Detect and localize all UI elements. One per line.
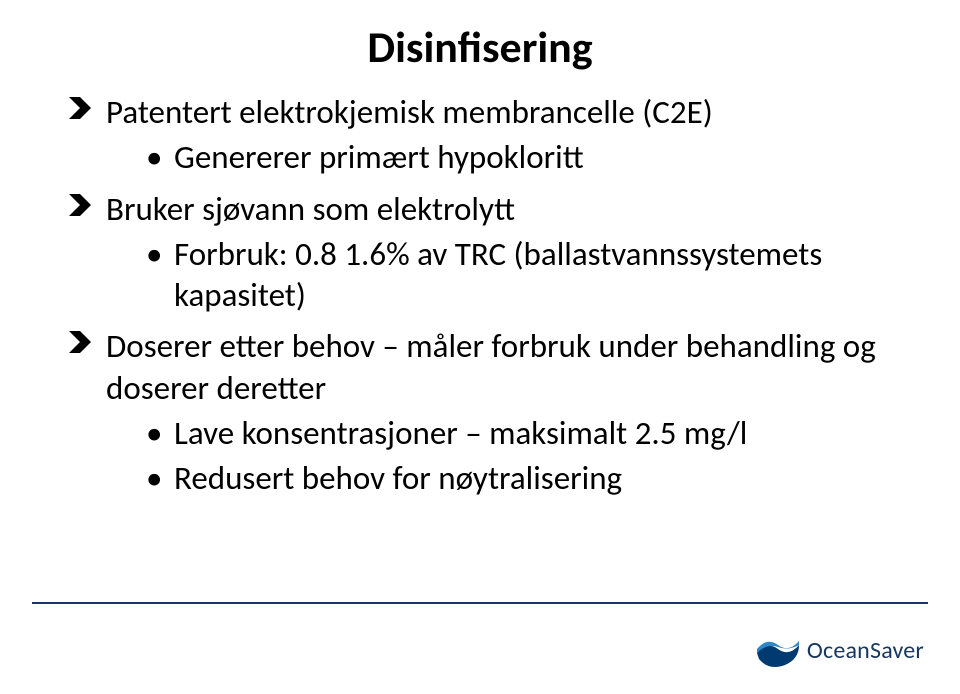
sub-list-item-text: Genererer primært hypokloritt: [174, 137, 584, 177]
wave-icon: [755, 625, 801, 676]
list-item: Doserer etter behov – måler forbruk unde…: [66, 326, 900, 499]
list-item-text: Bruker sjøvann som elektrolytt: [106, 189, 515, 229]
slide: Disinfisering Patentert elektrokjemisk m…: [0, 0, 960, 694]
logo: OceanSaver: [755, 625, 924, 676]
arrow-icon: [66, 94, 94, 122]
sub-list-item: Forbruk: 0.8 1.6% av TRC (ballastvannssy…: [146, 234, 900, 317]
list-item: Patentert elektrokjemisk membrancelle (C…: [66, 92, 900, 179]
sub-list: Forbruk: 0.8 1.6% av TRC (ballastvannssy…: [106, 234, 900, 317]
list-item-text: Patentert elektrokjemisk membrancelle (C…: [106, 92, 713, 132]
divider-line: [32, 602, 928, 604]
sub-list-item: Genererer primært hypokloritt: [146, 137, 900, 178]
bullet-list: Patentert elektrokjemisk membrancelle (C…: [60, 92, 900, 499]
list-item-text: Doserer etter behov – måler forbruk unde…: [106, 326, 876, 407]
logo-text: OceanSaver: [807, 636, 924, 665]
sub-list-item: Redusert behov for nøytralisering: [146, 458, 900, 499]
sub-list-item-text: Redusert behov for nøytralisering: [174, 458, 622, 498]
sub-list-item: Lave konsentrasjoner – maksimalt 2.5 mg/…: [146, 413, 900, 454]
slide-title: Disinfisering: [60, 20, 900, 74]
sub-list-item-text: Forbruk: 0.8 1.6% av TRC (ballastvannssy…: [174, 234, 822, 315]
arrow-icon: [66, 328, 94, 356]
sub-list: Lave konsentrasjoner – maksimalt 2.5 mg/…: [106, 413, 900, 500]
sub-list: Genererer primært hypokloritt: [106, 137, 900, 178]
sub-list-item-text: Lave konsentrasjoner – maksimalt 2.5 mg/…: [174, 413, 747, 453]
list-item: Bruker sjøvann som elektrolytt Forbruk: …: [66, 189, 900, 317]
arrow-icon: [66, 191, 94, 219]
